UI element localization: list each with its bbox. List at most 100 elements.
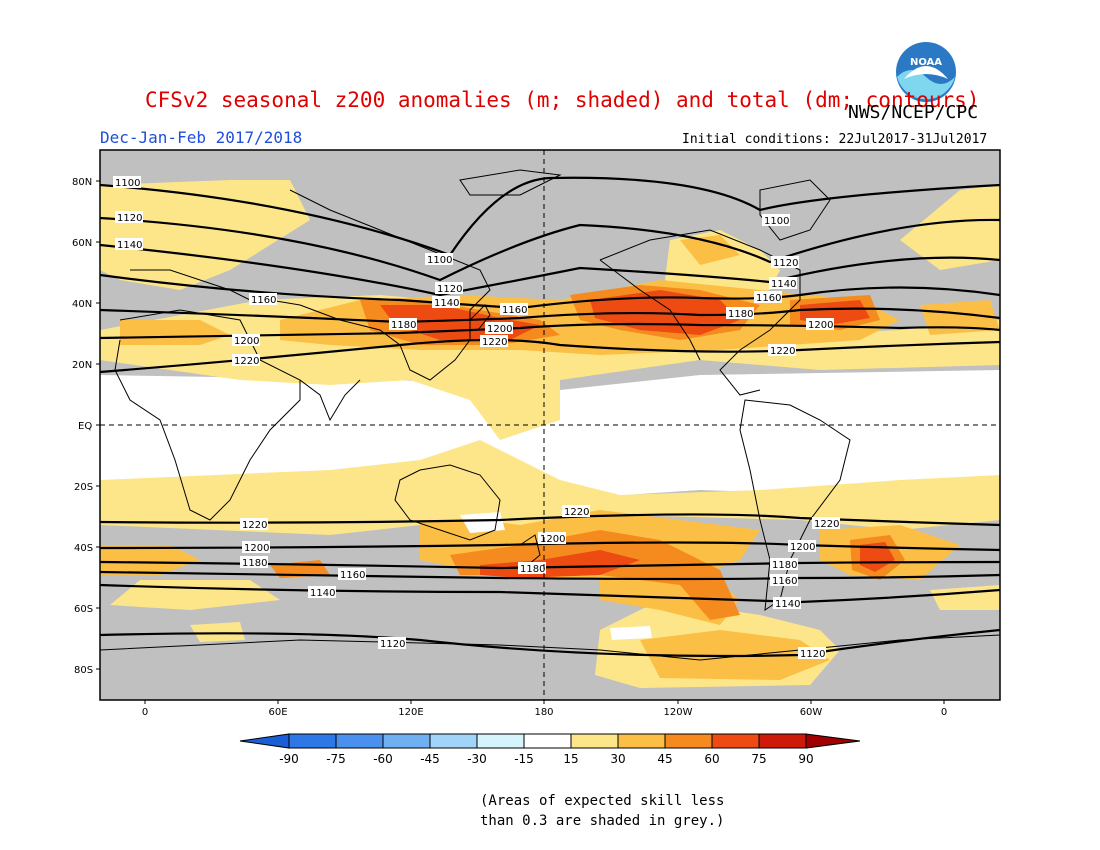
contour-1120-label-2: 1120: [437, 284, 462, 295]
lat-label-20s: 20S: [74, 482, 93, 493]
anomaly-30-45-atlantic: [120, 320, 230, 345]
contour-1100-label: 1100: [115, 178, 140, 189]
anomaly-white-antarctic: [610, 626, 652, 640]
contour-1140-sh-label: 1140: [310, 588, 335, 599]
anomaly-60-75-south-atlantic: [860, 542, 895, 572]
colorbar: [239, 733, 861, 749]
lat-label-80n: 80N: [72, 177, 92, 188]
lon-label-60w: 60W: [800, 707, 823, 718]
coastline-australia: [394, 464, 501, 541]
colorbar-label-60: 60: [704, 752, 719, 766]
colorbar-swatch-11: [758, 733, 807, 749]
colorbar-label-m90: -90: [279, 752, 299, 766]
longitude-axis: 0 60E 120E 180 120W 60W 0: [142, 700, 947, 718]
contour-1200-sh-label: 1200: [244, 543, 269, 554]
colorbar-label-45: 45: [657, 752, 672, 766]
season-label: Dec-Jan-Feb 2017/2018: [100, 128, 303, 147]
height-contours: [100, 176, 1000, 658]
anomaly-15-30-north-atlantic: [100, 180, 310, 290]
lat-label-60s: 60S: [74, 604, 93, 615]
colorbar-label-m15: -15: [514, 752, 534, 766]
contour-1180-sh-label-2: 1180: [520, 564, 545, 575]
agency-label: NWS/NCEP/CPC: [848, 102, 979, 123]
colorbar-swatch-4: [429, 733, 478, 749]
anomaly-15-30-europe: [900, 185, 1000, 270]
colorbar-swatch-8: [617, 733, 666, 749]
lon-label-0: 0: [142, 707, 148, 718]
colorbar-right-arrow: [805, 733, 861, 749]
lat-label-eq: EQ: [78, 421, 92, 432]
contour-1220-label-3: 1220: [770, 346, 795, 357]
colorbar-label-m60: -60: [373, 752, 393, 766]
colorbar-labels: -90 -75 -60 -45 -30 -15 15 30 45 60 75 9…: [279, 752, 813, 766]
contour-1200-nh-line: [100, 322, 1000, 340]
contour-1160-label: 1160: [251, 295, 276, 306]
colorbar-label-m30: -30: [467, 752, 487, 766]
contour-1220-sh-label-2: 1220: [564, 507, 589, 518]
contour-1220-sh-label: 1220: [242, 520, 267, 531]
contour-1220-label-2: 1220: [482, 337, 507, 348]
contour-1200-sh-label-3: 1200: [790, 542, 815, 553]
contour-1200-label: 1200: [234, 336, 259, 347]
lat-label-40n: 40N: [72, 299, 92, 310]
footnote: (Areas of expected skill less than 0.3 a…: [480, 791, 724, 831]
anomaly-white-south-pacific: [460, 512, 505, 533]
lon-label-60e: 60E: [268, 707, 287, 718]
contour-1160-label-3: 1160: [756, 293, 781, 304]
coastline-greenland: [759, 179, 831, 241]
contour-labels: 1100 1120 1140 1160 1180 1200 1220 1100 …: [113, 176, 840, 660]
colorbar-swatch-9: [664, 733, 713, 749]
contour-1200-label-2: 1200: [487, 324, 512, 335]
lat-label-80s: 80S: [74, 665, 93, 676]
contour-1140-label-2: 1140: [434, 298, 459, 309]
contour-1100-label-2: 1100: [427, 255, 452, 266]
colorbar-label-90: 90: [798, 752, 813, 766]
coastline-north-america: [599, 229, 801, 396]
contour-1120-label: 1120: [117, 213, 142, 224]
contour-1180-nh-line: [100, 307, 1000, 324]
lon-label-180: 180: [534, 707, 553, 718]
contour-1180-label-3: 1180: [728, 309, 753, 320]
contour-1160-label-2: 1160: [502, 305, 527, 316]
anomaly-15-30-south-indian: [190, 622, 245, 642]
contour-1140-sh-label-3: 1140: [775, 599, 800, 610]
lat-label-60n: 60N: [72, 238, 92, 249]
footnote-line-1: (Areas of expected skill less: [480, 793, 725, 809]
coastline-india: [299, 379, 361, 422]
contour-1220-nh-line: [100, 338, 1000, 374]
lon-label-120w: 120W: [664, 707, 693, 718]
lon-label-120e: 120E: [398, 707, 423, 718]
contour-1140-label-3: 1140: [771, 279, 796, 290]
chart-title: CFSv2 seasonal z200 anomalies (m; shaded…: [145, 88, 980, 112]
contour-1220-sh-label-3: 1220: [814, 519, 839, 530]
colorbar-swatch-5: [476, 733, 525, 749]
colorbar-label-75: 75: [751, 752, 766, 766]
contour-1200-sh-label-2: 1200: [540, 534, 565, 545]
coastline-north-america-west: [599, 259, 701, 361]
contour-1120-sh-line: [100, 628, 1000, 658]
contour-1160-sh-label-3: 1160: [772, 576, 797, 587]
contour-1100-label-3: 1100: [764, 216, 789, 227]
colorbar-swatch-1: [288, 733, 337, 749]
coastline-japan: [469, 304, 491, 331]
colorbar-label-30: 30: [610, 752, 625, 766]
colorbar-label-m45: -45: [420, 752, 440, 766]
contour-1200-label-3: 1200: [808, 320, 833, 331]
colorbar-label-15: 15: [563, 752, 578, 766]
contour-1140-sh-line: [100, 583, 1000, 604]
contour-1220-sh-line: [100, 513, 1000, 527]
contour-1120-nh-line: [100, 216, 1000, 282]
coastline-arctic: [459, 169, 562, 196]
contour-1180-sh-label: 1180: [242, 558, 267, 569]
contour-1160-sh-line: [100, 570, 1000, 581]
contour-1180-sh-line: [100, 560, 1000, 570]
contour-1200-sh-line: [100, 541, 1000, 552]
lat-label-20n: 20N: [72, 360, 92, 371]
colorbar-swatch-6: [523, 733, 572, 749]
contour-1120-label-3: 1120: [773, 258, 798, 269]
contour-1160-sh-label: 1160: [340, 570, 365, 581]
lat-label-40s: 40S: [74, 543, 93, 554]
colorbar-swatch-2: [335, 733, 384, 749]
contour-1180-label: 1180: [391, 320, 416, 331]
